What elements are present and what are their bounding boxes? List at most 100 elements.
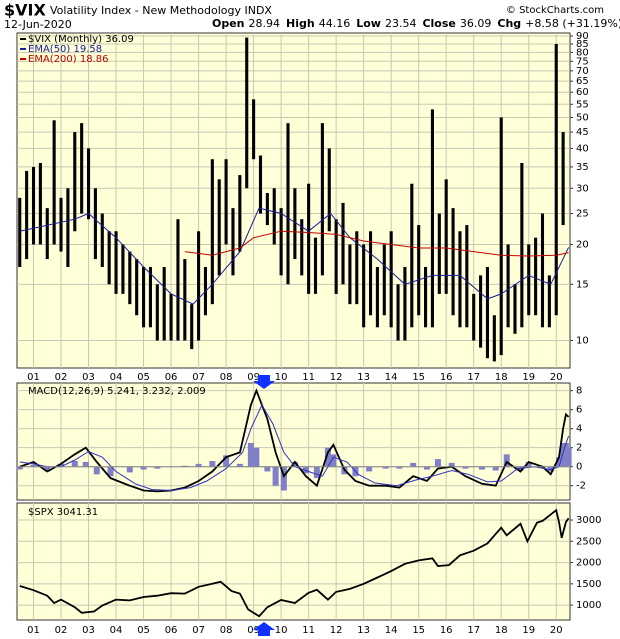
hilo-bar [520, 163, 524, 328]
hilo-bar [279, 208, 283, 276]
hilo-bar [265, 192, 269, 226]
panels: 01 02 03 04 05 06 07 08 09 10 11 12 13 14 15 16 17 18 19 20… [16, 31, 601, 636]
hilo-bar [334, 219, 338, 294]
date: 12-Jun-2020 [4, 18, 72, 31]
hilo-bar [93, 188, 97, 260]
x-tick-label: 03 [82, 625, 95, 636]
histogram-bar [82, 461, 89, 467]
y-tick-label: 2000 [576, 558, 601, 569]
x-tick-label: 11 [302, 625, 315, 636]
line [19, 508, 570, 618]
x-tick-label: 16 [440, 625, 453, 636]
histogram-bar [291, 461, 298, 467]
hilo-bar [73, 132, 77, 232]
panel-label: MACD(12,26,9) 5.241, 3.232, 2.009 [28, 386, 206, 397]
y-tick-label: 40 [576, 143, 589, 154]
histogram-bar [44, 466, 51, 472]
y-tick-label: 25 [576, 209, 589, 220]
histogram-bar [324, 447, 331, 467]
plot-area [16, 502, 571, 621]
quote: Open 28.94 High 44.16 Low 23.54 Close 36.09 Chg +… [212, 17, 620, 30]
histogram-bar [223, 455, 230, 467]
histogram-bar [140, 466, 147, 470]
x-tick-label: 11 [302, 372, 315, 383]
histogram-bar [58, 463, 65, 467]
arrow-marker [253, 622, 275, 636]
histogram-bar [30, 464, 37, 467]
security-name: Volatility Index - New Methodology INDX [50, 4, 272, 17]
x-tick-label: 01 [27, 372, 40, 383]
histogram-bar [264, 466, 271, 472]
legend-label: $SPX 3041.31 [28, 507, 98, 518]
y-tick-label: 15 [576, 279, 589, 290]
y-tick-label: 8 [576, 386, 582, 397]
x-tick-label: 04 [110, 372, 123, 383]
y-tick-label: 10 [576, 336, 589, 347]
histogram-bar [565, 447, 572, 467]
histogram-bar [253, 447, 260, 467]
x-tick-label: 08 [220, 625, 233, 636]
y-tick-label: 45 [576, 127, 589, 138]
x-tick-label: 18 [495, 372, 508, 383]
hilo-bar [540, 213, 545, 328]
histogram-bar [195, 463, 202, 467]
y-tick-label: 80 [576, 47, 589, 58]
hilo-bar [59, 197, 63, 252]
histogram-bar [272, 466, 279, 486]
hilo-bar [485, 266, 490, 359]
x-tick-label: 03 [82, 372, 95, 383]
histogram-bar [382, 466, 389, 469]
hilo-bar [444, 179, 448, 294]
arrow-marker [253, 375, 275, 389]
x-tick-label: 13 [357, 372, 370, 383]
histogram-bar [423, 466, 430, 470]
histogram-bar [366, 466, 373, 472]
histogram-bar [126, 466, 133, 473]
hilo-bar [38, 163, 42, 245]
y-tick-label: 50 [576, 112, 589, 123]
histogram-bar [555, 457, 562, 467]
x-tick-label: 10 [275, 625, 288, 636]
quote-value: +8.58 (+31.19%) [525, 17, 620, 30]
histogram-bar [236, 463, 243, 467]
hilo-bar [389, 231, 393, 328]
hilo-bar [472, 293, 476, 341]
hilo-bar [382, 244, 386, 316]
x-tick-label: 15 [412, 372, 425, 383]
x-tick-label: 06 [165, 625, 178, 636]
y-tick-label: 1500 [576, 579, 601, 590]
x-tick-label: 15 [412, 625, 425, 636]
line [19, 207, 570, 305]
hilo-bar [465, 225, 469, 328]
histogram-bar [448, 462, 455, 467]
hilo-bar [479, 275, 483, 348]
hilo-bar [424, 266, 428, 328]
hilo-bar [217, 179, 221, 276]
y-tick-label: 6 [576, 405, 582, 416]
hilo-bar [169, 293, 173, 341]
legend-label: EMA(50) 19.58 [28, 44, 102, 55]
hilo-bar [513, 284, 517, 334]
hilo-bar [286, 123, 290, 285]
y-tick-label: 90 [576, 31, 589, 42]
y-tick-label: 3000 [576, 515, 601, 526]
hilo-bar [410, 183, 414, 328]
x-tick-label: 19 [522, 625, 535, 636]
hilo-bar [31, 166, 36, 245]
hilo-bar [80, 123, 84, 214]
histogram-bar [93, 466, 100, 475]
y-tick-label: 2500 [576, 536, 601, 547]
x-tick-label: 13 [357, 625, 370, 636]
hilo-bar [307, 183, 311, 294]
y-tick-label: 2 [576, 443, 582, 454]
line [184, 230, 569, 257]
hilo-bar [252, 99, 256, 160]
x-tick-label: 02 [55, 625, 68, 636]
histogram-bar [525, 461, 532, 467]
histogram-bar [71, 461, 78, 467]
x-tick-label: 05 [137, 372, 150, 383]
histogram-bar [396, 466, 403, 469]
y-tick-label: 30 [576, 183, 589, 194]
